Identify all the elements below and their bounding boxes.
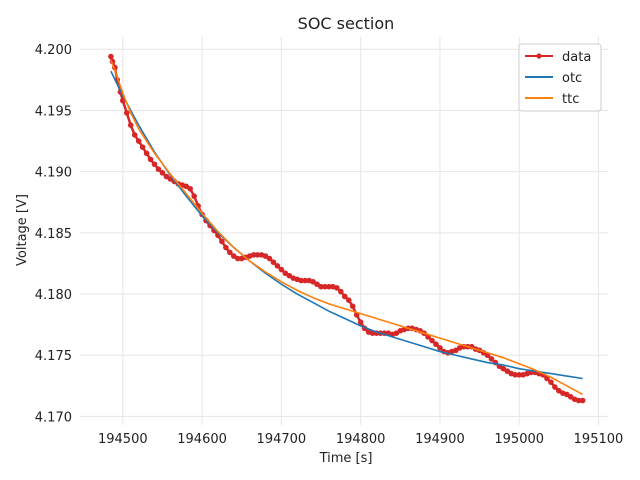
y-tick-label: 4.195: [35, 104, 72, 119]
x-tick-label: 195000: [494, 432, 544, 447]
data-point: [349, 303, 356, 310]
plot-area: [108, 53, 586, 404]
data-point: [341, 293, 348, 300]
data-point: [345, 297, 352, 303]
x-tick-label: 195100: [574, 432, 624, 447]
data-point: [334, 285, 340, 291]
data-point: [338, 288, 344, 295]
data-point: [270, 259, 277, 266]
data-point: [191, 193, 197, 199]
data-point: [254, 252, 261, 258]
series-line-otc: [110, 70, 583, 380]
data-point: [223, 244, 229, 251]
series-line-data: [109, 56, 583, 402]
x-tick-label: 194700: [257, 432, 307, 447]
data-point: [326, 283, 332, 290]
data-point: [274, 263, 281, 269]
chart-title: SOC section: [298, 14, 395, 33]
x-tick-label: 194800: [336, 432, 386, 447]
legend-label-otc: otc: [562, 71, 582, 86]
data-point: [139, 144, 146, 150]
y-axis-label: Voltage [V]: [15, 194, 30, 266]
data-point: [109, 58, 116, 65]
y-tick-label: 4.175: [35, 349, 72, 364]
data-point: [318, 283, 324, 290]
data-point: [131, 132, 138, 138]
legend-marker-data: [536, 53, 542, 59]
data-point: [322, 283, 328, 290]
data-point: [123, 110, 130, 116]
data-point: [512, 372, 519, 378]
y-tick-label: 4.170: [35, 410, 72, 425]
y-tick-label: 4.180: [35, 288, 72, 303]
data-point: [219, 238, 225, 245]
data-point: [488, 356, 495, 362]
y-axis-ticks: 4.170 4.175 4.180 4.185 4.190 4.195 4.200: [35, 43, 72, 425]
x-axis-label: Time [s]: [319, 451, 373, 466]
data-point: [250, 252, 257, 258]
data-point: [155, 166, 162, 172]
data-point: [433, 341, 439, 348]
y-tick-label: 4.190: [35, 166, 72, 181]
data-point: [357, 319, 364, 325]
data-point: [127, 122, 134, 128]
x-tick-label: 194600: [177, 432, 227, 447]
data-point: [544, 375, 550, 382]
data-point: [187, 185, 193, 192]
legend-label-data: data: [562, 50, 591, 65]
legend-box: [518, 43, 602, 112]
data-point: [302, 277, 308, 284]
data-point: [266, 255, 273, 262]
data-point: [575, 397, 582, 404]
data-point: [579, 397, 586, 404]
data-point: [516, 372, 523, 378]
data-point: [143, 150, 150, 157]
data-point: [151, 161, 158, 168]
y-tick-label: 4.185: [35, 227, 72, 242]
data-point: [108, 53, 114, 60]
data-point: [234, 255, 241, 262]
y-tick-label: 4.200: [35, 43, 72, 58]
data-point: [147, 156, 154, 163]
data-point: [548, 379, 554, 385]
data-point: [298, 277, 304, 284]
data-point: [429, 337, 435, 344]
series-line-ttc: [110, 59, 584, 396]
data-point: [159, 170, 166, 176]
data-point: [135, 138, 142, 144]
data-point: [552, 384, 558, 390]
legend: data otc ttc: [518, 43, 602, 112]
data-point: [227, 249, 233, 256]
legend-label-ttc: ttc: [562, 92, 579, 107]
x-tick-label: 194500: [98, 432, 148, 447]
data-point: [437, 345, 443, 351]
data-point: [278, 266, 285, 273]
x-axis-ticks: 194500 194600 194700 194800 194900 195000 1951…: [98, 432, 623, 447]
x-tick-label: 194900: [415, 432, 465, 447]
